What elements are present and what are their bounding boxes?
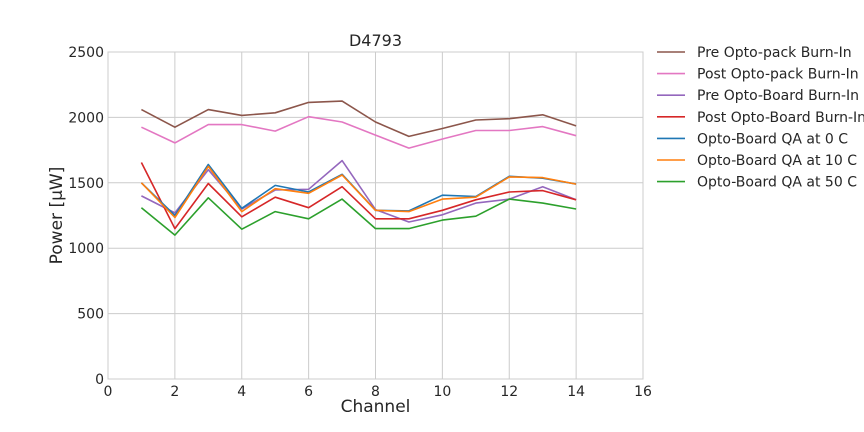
x-tick-label: 10: [433, 384, 451, 400]
y-tick-label: 2500: [68, 45, 104, 61]
y-axis-label: Power [μW]: [47, 167, 67, 265]
y-tick-label: 500: [77, 307, 104, 323]
legend-label-3: Pre Opto-Board Burn-In: [697, 88, 859, 104]
legend-label-4: Post Opto-Board Burn-In: [697, 110, 864, 126]
x-axis-ticks: 0 2 4 6 8 10 12 14 16: [104, 384, 652, 400]
series-line-7: [140, 197, 577, 236]
x-tick-label: 6: [304, 384, 313, 400]
y-axis-ticks: 0 500 1000 1500 2000 2500: [68, 45, 104, 388]
series-line-1: [141, 100, 577, 138]
chart-title: D4793: [349, 31, 402, 50]
legend-label-2: Post Opto-pack Burn-In: [697, 67, 859, 83]
legend-label-1: Pre Opto-pack Burn-In: [697, 45, 852, 61]
series-line-3: [141, 159, 577, 223]
x-tick-label: 2: [170, 384, 179, 400]
y-tick-label: 2000: [68, 110, 104, 126]
series-line-6: [140, 165, 577, 219]
x-tick-label: 12: [500, 384, 518, 400]
series-lines: [140, 100, 577, 236]
legend-label-5: Opto-Board QA at 0 C: [697, 131, 848, 147]
x-tick-label: 14: [567, 384, 585, 400]
legend-label-6: Opto-Board QA at 10 C: [697, 153, 857, 169]
series-line-4: [140, 162, 577, 230]
legend: Pre Opto-pack Burn-In Post Opto-pack Burn…: [657, 45, 864, 191]
x-tick-label: 4: [237, 384, 246, 400]
x-tick-label: 16: [634, 384, 652, 400]
x-tick-label: 0: [104, 384, 113, 400]
y-tick-label: 1500: [68, 176, 104, 192]
legend-label-7: Opto-Board QA at 50 C: [697, 175, 857, 191]
y-tick-label: 0: [95, 372, 104, 388]
x-axis-label: Channel: [341, 397, 411, 417]
x-tick-label: 8: [371, 384, 380, 400]
y-tick-label: 1000: [68, 241, 104, 257]
series-line-2: [141, 115, 577, 149]
